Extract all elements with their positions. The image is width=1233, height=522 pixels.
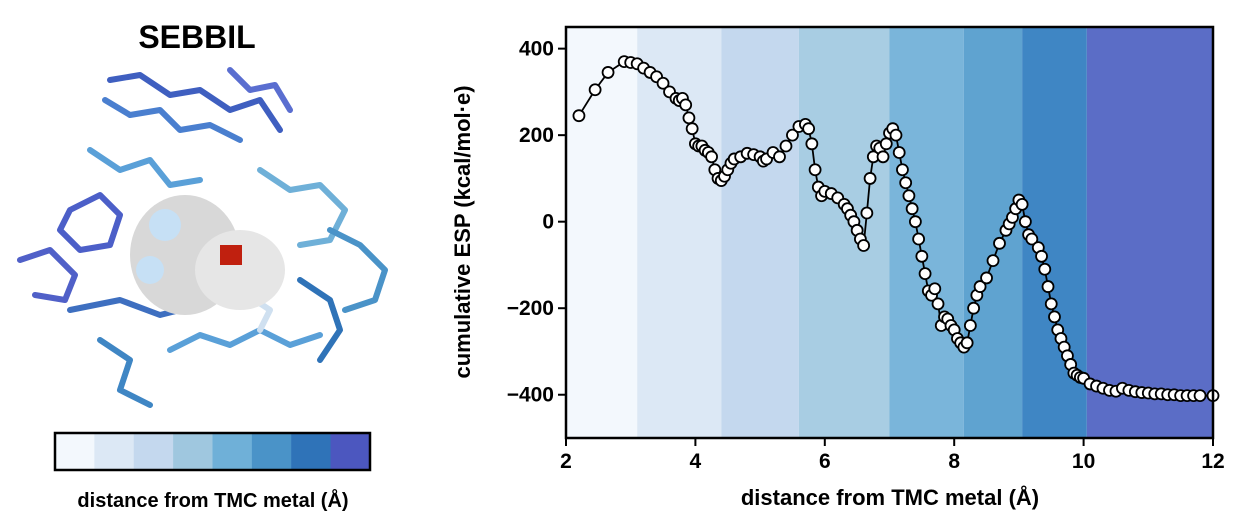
data-point: [968, 303, 979, 314]
data-point: [916, 251, 927, 262]
x-tick-label: 8: [948, 450, 960, 473]
data-point: [1017, 199, 1028, 210]
colorbar-swatch: [94, 433, 134, 470]
colorbar-swatch: [213, 433, 253, 470]
y-tick-label: 200: [519, 124, 554, 147]
data-point: [590, 84, 601, 95]
x-tick-label: 4: [690, 450, 702, 473]
band: [799, 27, 890, 438]
molecule-image: [20, 70, 385, 405]
band: [1087, 27, 1213, 438]
colorbar-swatch: [331, 433, 371, 470]
x-tick-label: 10: [1072, 450, 1095, 473]
data-point: [962, 337, 973, 348]
y-tick-label: −200: [507, 297, 554, 320]
data-point: [933, 298, 944, 309]
data-point: [861, 208, 872, 219]
y-tick-label: 0: [542, 211, 554, 234]
data-point: [1036, 251, 1047, 262]
x-tick-label: 12: [1201, 450, 1224, 473]
figure: SEBBIL distance from TMC metal (Å) 2 4 6 8 1…: [0, 0, 1233, 517]
data-point: [1043, 281, 1054, 292]
y-axis-label: cumulative ESP (kcal/mol·e): [450, 85, 475, 378]
data-point: [907, 203, 918, 214]
band: [964, 27, 1022, 438]
data-point: [1020, 216, 1031, 227]
data-point: [573, 110, 584, 121]
molecule-title: SEBBIL: [138, 19, 255, 55]
data-point: [903, 190, 914, 201]
data-point: [910, 216, 921, 227]
data-point: [988, 255, 999, 266]
x-tick-label: 2: [560, 450, 572, 473]
colorbar: [55, 433, 371, 470]
colorbar-swatch: [291, 433, 331, 470]
x-tick-label: 6: [819, 450, 831, 473]
data-point: [878, 151, 889, 162]
data-point: [780, 140, 791, 151]
data-point: [774, 151, 785, 162]
colorbar-swatch: [134, 433, 174, 470]
data-point: [683, 112, 694, 123]
data-point: [1049, 311, 1060, 322]
data-point: [929, 283, 940, 294]
y-tick-label: −400: [507, 384, 554, 407]
data-point: [890, 130, 901, 141]
data-point: [687, 123, 698, 134]
data-point: [865, 173, 876, 184]
data-point: [900, 177, 911, 188]
data-point: [881, 138, 892, 149]
data-point: [1039, 264, 1050, 275]
colorbar-label: distance from TMC metal (Å): [77, 488, 348, 512]
data-point: [981, 272, 992, 283]
data-point: [680, 99, 691, 110]
data-point: [803, 123, 814, 134]
chart: 2 4 6 8 10 12 −400 −200 0 200 400: [507, 27, 1225, 473]
band: [566, 27, 637, 438]
data-point: [913, 233, 924, 244]
colorbar-swatch: [55, 433, 95, 470]
data-point: [920, 268, 931, 279]
data-point: [897, 164, 908, 175]
data-point: [603, 67, 614, 78]
data-point: [810, 164, 821, 175]
data-point: [965, 320, 976, 331]
band: [721, 27, 799, 438]
band: [637, 27, 721, 438]
data-point: [706, 151, 717, 162]
band: [890, 27, 964, 438]
data-point: [1195, 390, 1206, 401]
y-tick-label: 400: [519, 38, 554, 61]
colorbar-swatch: [173, 433, 213, 470]
data-point: [806, 138, 817, 149]
data-point: [858, 240, 869, 251]
data-point: [1046, 298, 1057, 309]
data-point: [894, 147, 905, 158]
colorbar-swatch: [252, 433, 292, 470]
data-point: [994, 238, 1005, 249]
x-axis-label: distance from TMC metal (Å): [741, 484, 1039, 510]
